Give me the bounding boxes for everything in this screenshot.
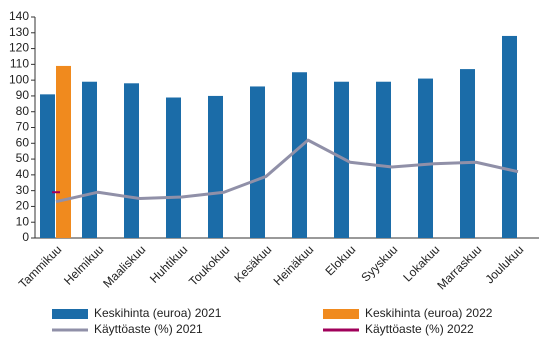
x-tick-label: Elokuu (323, 242, 359, 278)
y-tick-label: 50 (16, 151, 30, 165)
legend-swatch (323, 309, 359, 319)
x-tick-label: Kesäkuu (231, 242, 274, 285)
x-tick-label: Marraskuu (434, 242, 484, 292)
legend-swatch (52, 309, 88, 319)
bar (460, 69, 475, 238)
x-tick-label: Joulukuu (482, 242, 526, 286)
bar (82, 81, 97, 238)
legend-label: Käyttöaste (%) 2022 (365, 322, 474, 336)
y-tick-label: 30 (16, 183, 30, 197)
line (55, 138, 519, 204)
x-tick-label: Tammikuu (16, 242, 65, 291)
bar (250, 86, 265, 238)
y-tick-label: 80 (16, 104, 30, 118)
legend-label: Käyttöaste (%) 2021 (94, 322, 203, 336)
x-tick-label: Toukokuu (186, 242, 232, 288)
y-tick-label: 40 (16, 167, 30, 181)
x-tick-label: Huhtikuu (147, 242, 190, 285)
y-tick-label: 90 (16, 88, 30, 102)
bar (376, 81, 391, 238)
y-tick-label: 70 (16, 120, 30, 134)
y-tick-label: 140 (9, 9, 29, 23)
y-tick-label: 130 (9, 25, 29, 39)
x-tick-label: Maaliskuu (100, 242, 148, 290)
y-tick-label: 120 (9, 41, 29, 55)
legend-label: Keskihinta (euroa) 2022 (365, 306, 493, 320)
bar (56, 65, 71, 238)
bar (166, 97, 181, 238)
bar (292, 72, 307, 238)
x-tick-label: Heinäkuu (271, 242, 317, 288)
y-tick-label: 60 (16, 135, 30, 149)
bar (502, 35, 517, 238)
x-tick-label: Lokakuu (400, 242, 442, 284)
bar (418, 78, 433, 238)
bar (40, 94, 55, 238)
y-tick-label: 10 (16, 214, 30, 228)
y-tick-label: 0 (22, 230, 29, 244)
bar (208, 95, 223, 238)
legend-label: Keskihinta (euroa) 2021 (94, 306, 222, 320)
y-tick-label: 110 (10, 57, 29, 71)
y-tick-label: 20 (16, 199, 30, 213)
bar (124, 83, 139, 238)
y-tick-label: 100 (9, 72, 29, 86)
x-tick-label: Syyskuu (358, 242, 400, 284)
bar (334, 81, 349, 238)
